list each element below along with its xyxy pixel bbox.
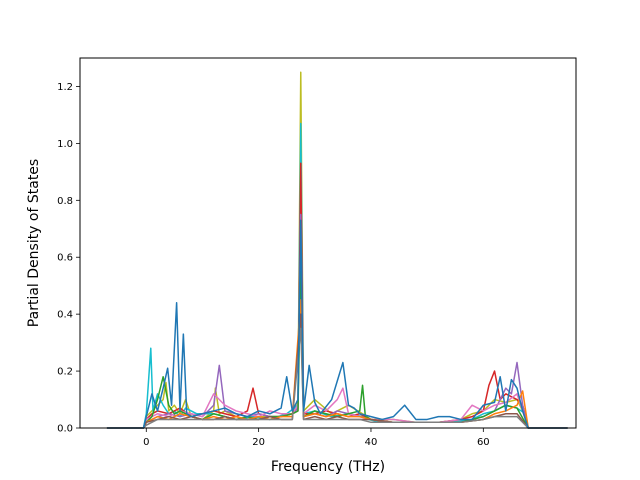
y-tick-label: 0.0 xyxy=(57,424,73,435)
y-tick-label: 0.6 xyxy=(57,253,73,264)
x-axis-title: Frequency (THz) xyxy=(271,459,385,475)
series-line-9 xyxy=(106,327,568,429)
x-axis-ticks: 0 20 40 60 xyxy=(143,428,490,448)
y-axis-title: Partial Density of States xyxy=(26,159,42,327)
y-tick-label: 0.8 xyxy=(57,196,73,207)
y-tick-label: 1.2 xyxy=(57,82,73,93)
x-tick-label: 60 xyxy=(477,437,490,448)
x-tick-label: 0 xyxy=(143,437,149,448)
plot-frame xyxy=(79,57,577,429)
x-tick-label: 40 xyxy=(365,437,378,448)
y-tick-label: 0.4 xyxy=(57,310,73,321)
y-tick-label: 0.2 xyxy=(57,367,73,378)
y-axis-ticks: 0.0 0.2 0.4 0.6 0.8 1.0 1.2 xyxy=(57,82,80,435)
plot-area xyxy=(80,58,576,428)
y-tick-label: 1.0 xyxy=(57,139,73,150)
series-layer xyxy=(106,71,568,429)
series-line-10 xyxy=(106,219,568,429)
x-tick-label: 20 xyxy=(252,437,265,448)
